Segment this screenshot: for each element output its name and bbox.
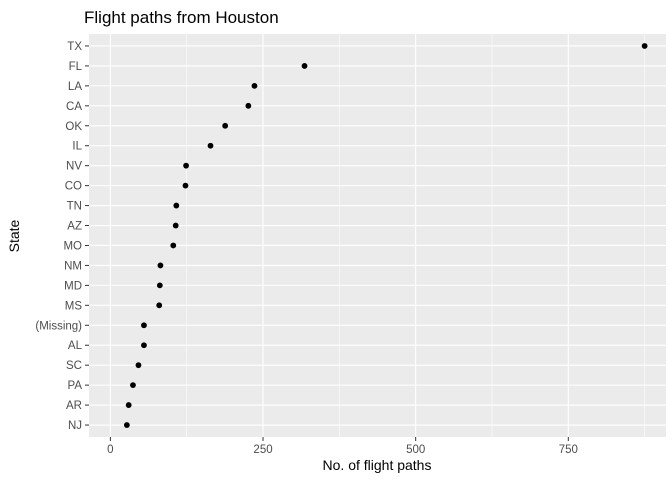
data-points — [123, 43, 648, 428]
data-point — [641, 43, 648, 49]
data-point — [182, 182, 189, 189]
data-point — [245, 102, 252, 109]
y-tick-label: TN — [67, 201, 82, 213]
data-point — [173, 202, 180, 209]
y-tick-label: LA — [68, 81, 82, 93]
data-point — [141, 342, 147, 349]
data-point — [123, 422, 130, 428]
data-point — [125, 402, 132, 408]
y-axis: TX FL LA CA OK IL NV CO TN AZ MO NM MD MS (Missing) AL S… — [35, 41, 89, 432]
data-point — [222, 122, 229, 129]
y-tick-label: AR — [66, 400, 82, 412]
y-tick-label: (Missing) — [35, 320, 82, 332]
y-tick-label: NM — [64, 260, 82, 272]
data-point — [170, 242, 177, 249]
y-tick-label: NV — [66, 161, 82, 173]
y-tick-label: SC — [66, 360, 82, 372]
data-point — [156, 302, 163, 309]
x-tick-label: 250 — [253, 444, 272, 456]
x-tick-label: 0 — [107, 444, 113, 456]
y-tick-label: NJ — [68, 420, 82, 432]
x-axis-title: No. of flight paths — [323, 457, 432, 473]
data-point — [157, 262, 164, 269]
y-tick-label: AZ — [67, 221, 82, 233]
data-point — [156, 282, 163, 289]
y-axis-title: State — [6, 219, 22, 252]
data-point — [135, 362, 142, 369]
y-tick-label: OK — [65, 121, 82, 133]
y-tick-label: TX — [67, 41, 82, 53]
y-tick-label: FL — [69, 61, 83, 73]
data-point — [183, 162, 189, 169]
data-point — [207, 142, 214, 149]
x-tick-label: 750 — [559, 444, 578, 456]
chart-title: Flight paths from Houston — [84, 8, 279, 27]
data-point — [301, 63, 308, 69]
y-tick-label: AL — [68, 340, 83, 352]
plot-panel — [89, 34, 666, 437]
y-tick-label: MO — [63, 240, 82, 252]
y-tick-label: MS — [65, 300, 83, 312]
data-point — [251, 82, 258, 89]
y-tick-label: PA — [68, 380, 83, 392]
data-point — [141, 322, 147, 329]
data-point — [172, 222, 179, 229]
y-tick-label: CO — [65, 181, 82, 193]
data-point — [130, 382, 136, 389]
y-tick-label: IL — [72, 141, 82, 153]
x-tick-label: 500 — [406, 444, 425, 456]
x-axis: 0 250 500 750 — [107, 437, 578, 456]
y-tick-label: CA — [66, 101, 82, 113]
y-tick-label: MD — [64, 280, 82, 292]
grid-lines — [89, 34, 666, 437]
